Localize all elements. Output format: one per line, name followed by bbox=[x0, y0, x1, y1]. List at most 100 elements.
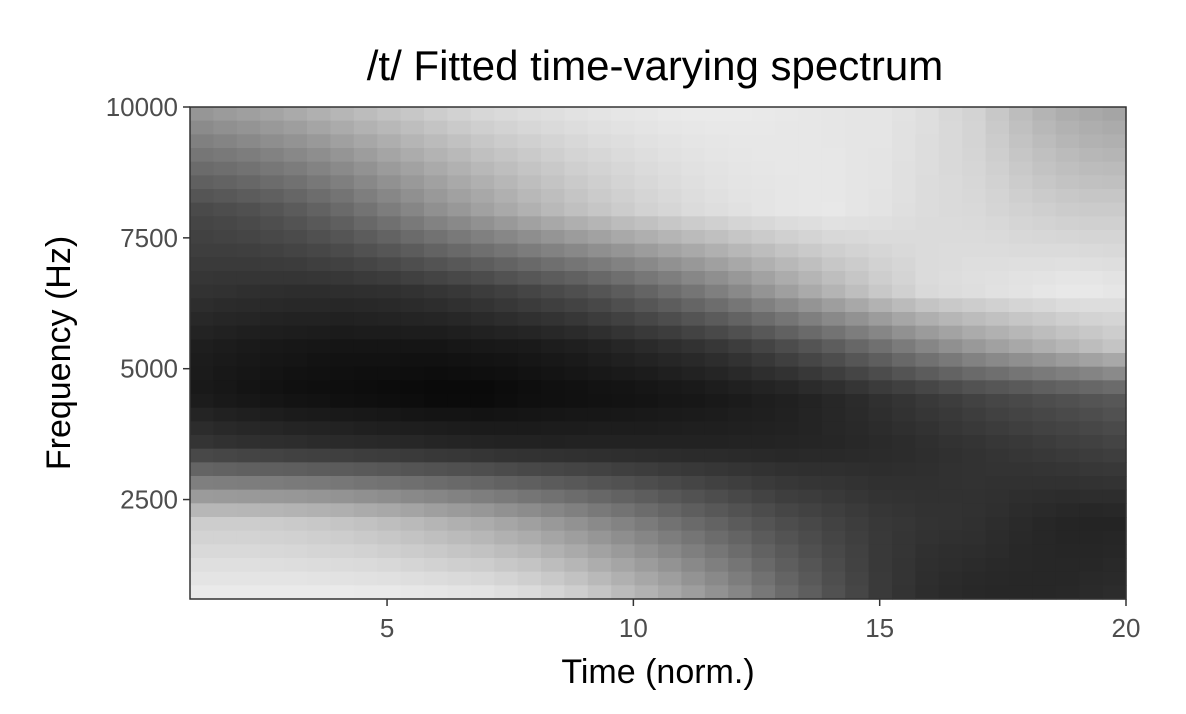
heatmap-cell bbox=[1032, 148, 1057, 163]
heatmap-cell bbox=[1055, 202, 1080, 217]
heatmap-cell bbox=[517, 435, 542, 450]
heatmap-cell bbox=[330, 107, 355, 122]
heatmap-cell bbox=[564, 571, 589, 586]
heatmap-cell bbox=[400, 571, 425, 586]
heatmap-cell bbox=[377, 421, 402, 436]
heatmap-cell bbox=[868, 530, 893, 545]
heatmap-cell bbox=[704, 298, 729, 313]
heatmap-cell bbox=[1032, 517, 1057, 532]
heatmap-cell bbox=[541, 366, 565, 381]
heatmap-cell bbox=[775, 380, 799, 395]
heatmap-cell bbox=[470, 298, 495, 313]
heatmap-cell bbox=[587, 435, 612, 450]
heatmap-cell bbox=[798, 339, 823, 354]
heatmap-cell bbox=[658, 216, 682, 231]
heatmap-cell bbox=[1079, 503, 1104, 518]
heatmap-cell bbox=[1009, 325, 1033, 340]
heatmap-cell bbox=[821, 216, 846, 231]
heatmap-cell bbox=[400, 202, 425, 217]
heatmap-cell bbox=[751, 134, 776, 149]
heatmap-cell bbox=[704, 380, 729, 395]
heatmap-cell bbox=[1102, 353, 1127, 368]
heatmap-cell bbox=[915, 202, 940, 217]
heatmap-cell bbox=[658, 380, 682, 395]
heatmap-cell bbox=[283, 366, 308, 381]
heatmap-cell bbox=[564, 503, 589, 518]
heatmap-cell bbox=[775, 503, 799, 518]
heatmap-cell bbox=[213, 380, 238, 395]
heatmap-cell bbox=[634, 148, 659, 163]
heatmap-cell bbox=[236, 216, 261, 231]
heatmap-cell bbox=[634, 271, 659, 286]
heatmap-cell bbox=[821, 517, 846, 532]
heatmap-cell bbox=[424, 120, 448, 135]
heatmap-cell bbox=[704, 544, 729, 559]
heatmap-cell bbox=[517, 571, 542, 586]
heatmap-cell bbox=[962, 161, 987, 176]
heatmap-cell bbox=[892, 216, 916, 231]
heatmap-cell bbox=[517, 448, 542, 463]
heatmap-cell bbox=[938, 120, 963, 135]
heatmap-cell bbox=[400, 134, 425, 149]
heatmap-cell bbox=[587, 421, 612, 436]
heatmap-cell bbox=[728, 243, 753, 258]
heatmap-cell bbox=[330, 476, 355, 491]
heatmap-cell bbox=[892, 585, 916, 600]
x-tick-label: 20 bbox=[1112, 613, 1141, 643]
heatmap-cell bbox=[681, 175, 706, 190]
heatmap-cell bbox=[236, 107, 261, 122]
heatmap-cell bbox=[1079, 517, 1104, 532]
heatmap-cell bbox=[283, 530, 308, 545]
heatmap-cell bbox=[775, 134, 799, 149]
heatmap-cell bbox=[751, 298, 776, 313]
heatmap-cell bbox=[424, 202, 448, 217]
heatmap-cell bbox=[213, 476, 238, 491]
heatmap-cell bbox=[1009, 243, 1033, 258]
heatmap-cell bbox=[517, 271, 542, 286]
heatmap-cell bbox=[1009, 120, 1033, 135]
heatmap-cell bbox=[1055, 407, 1080, 422]
heatmap-cell bbox=[681, 476, 706, 491]
heatmap-cell bbox=[447, 421, 472, 436]
heatmap-cell bbox=[377, 284, 402, 299]
heatmap-cell bbox=[213, 120, 238, 135]
heatmap-cell bbox=[611, 517, 636, 532]
heatmap-cell bbox=[190, 134, 214, 149]
heatmap-cell bbox=[213, 558, 238, 573]
heatmap-cell bbox=[1032, 175, 1057, 190]
heatmap-cell bbox=[985, 503, 1010, 518]
heatmap-cell bbox=[517, 257, 542, 272]
heatmap-cell bbox=[1055, 462, 1080, 477]
heatmap-cell bbox=[283, 489, 308, 504]
heatmap-cell bbox=[798, 161, 823, 176]
heatmap-cell bbox=[915, 571, 940, 586]
heatmap-cell bbox=[704, 366, 729, 381]
heatmap-cell bbox=[938, 366, 963, 381]
heatmap-cell bbox=[611, 284, 636, 299]
heatmap-cell bbox=[1032, 134, 1057, 149]
heatmap-cell bbox=[798, 134, 823, 149]
heatmap-cell bbox=[1102, 407, 1127, 422]
heatmap-cell bbox=[517, 366, 542, 381]
heatmap-cell bbox=[775, 421, 799, 436]
heatmap-cell bbox=[704, 189, 729, 204]
heatmap-cell bbox=[447, 530, 472, 545]
heatmap-cell bbox=[1102, 558, 1127, 573]
heatmap-cell bbox=[868, 421, 893, 436]
heatmap-cell bbox=[938, 517, 963, 532]
heatmap-cell bbox=[845, 161, 870, 176]
heatmap-cell bbox=[260, 462, 285, 477]
heatmap-cell bbox=[962, 448, 987, 463]
heatmap-cell bbox=[283, 161, 308, 176]
heatmap-cell bbox=[1009, 435, 1033, 450]
heatmap-cell bbox=[541, 571, 565, 586]
heatmap-cell bbox=[938, 394, 963, 409]
heatmap-cell bbox=[470, 544, 495, 559]
heatmap-cell bbox=[307, 189, 331, 204]
plot-panel-border bbox=[189, 106, 1127, 600]
heatmap-cell bbox=[985, 325, 1010, 340]
heatmap-cell bbox=[985, 230, 1010, 245]
heatmap-cell bbox=[775, 107, 799, 122]
heatmap-cell bbox=[517, 394, 542, 409]
